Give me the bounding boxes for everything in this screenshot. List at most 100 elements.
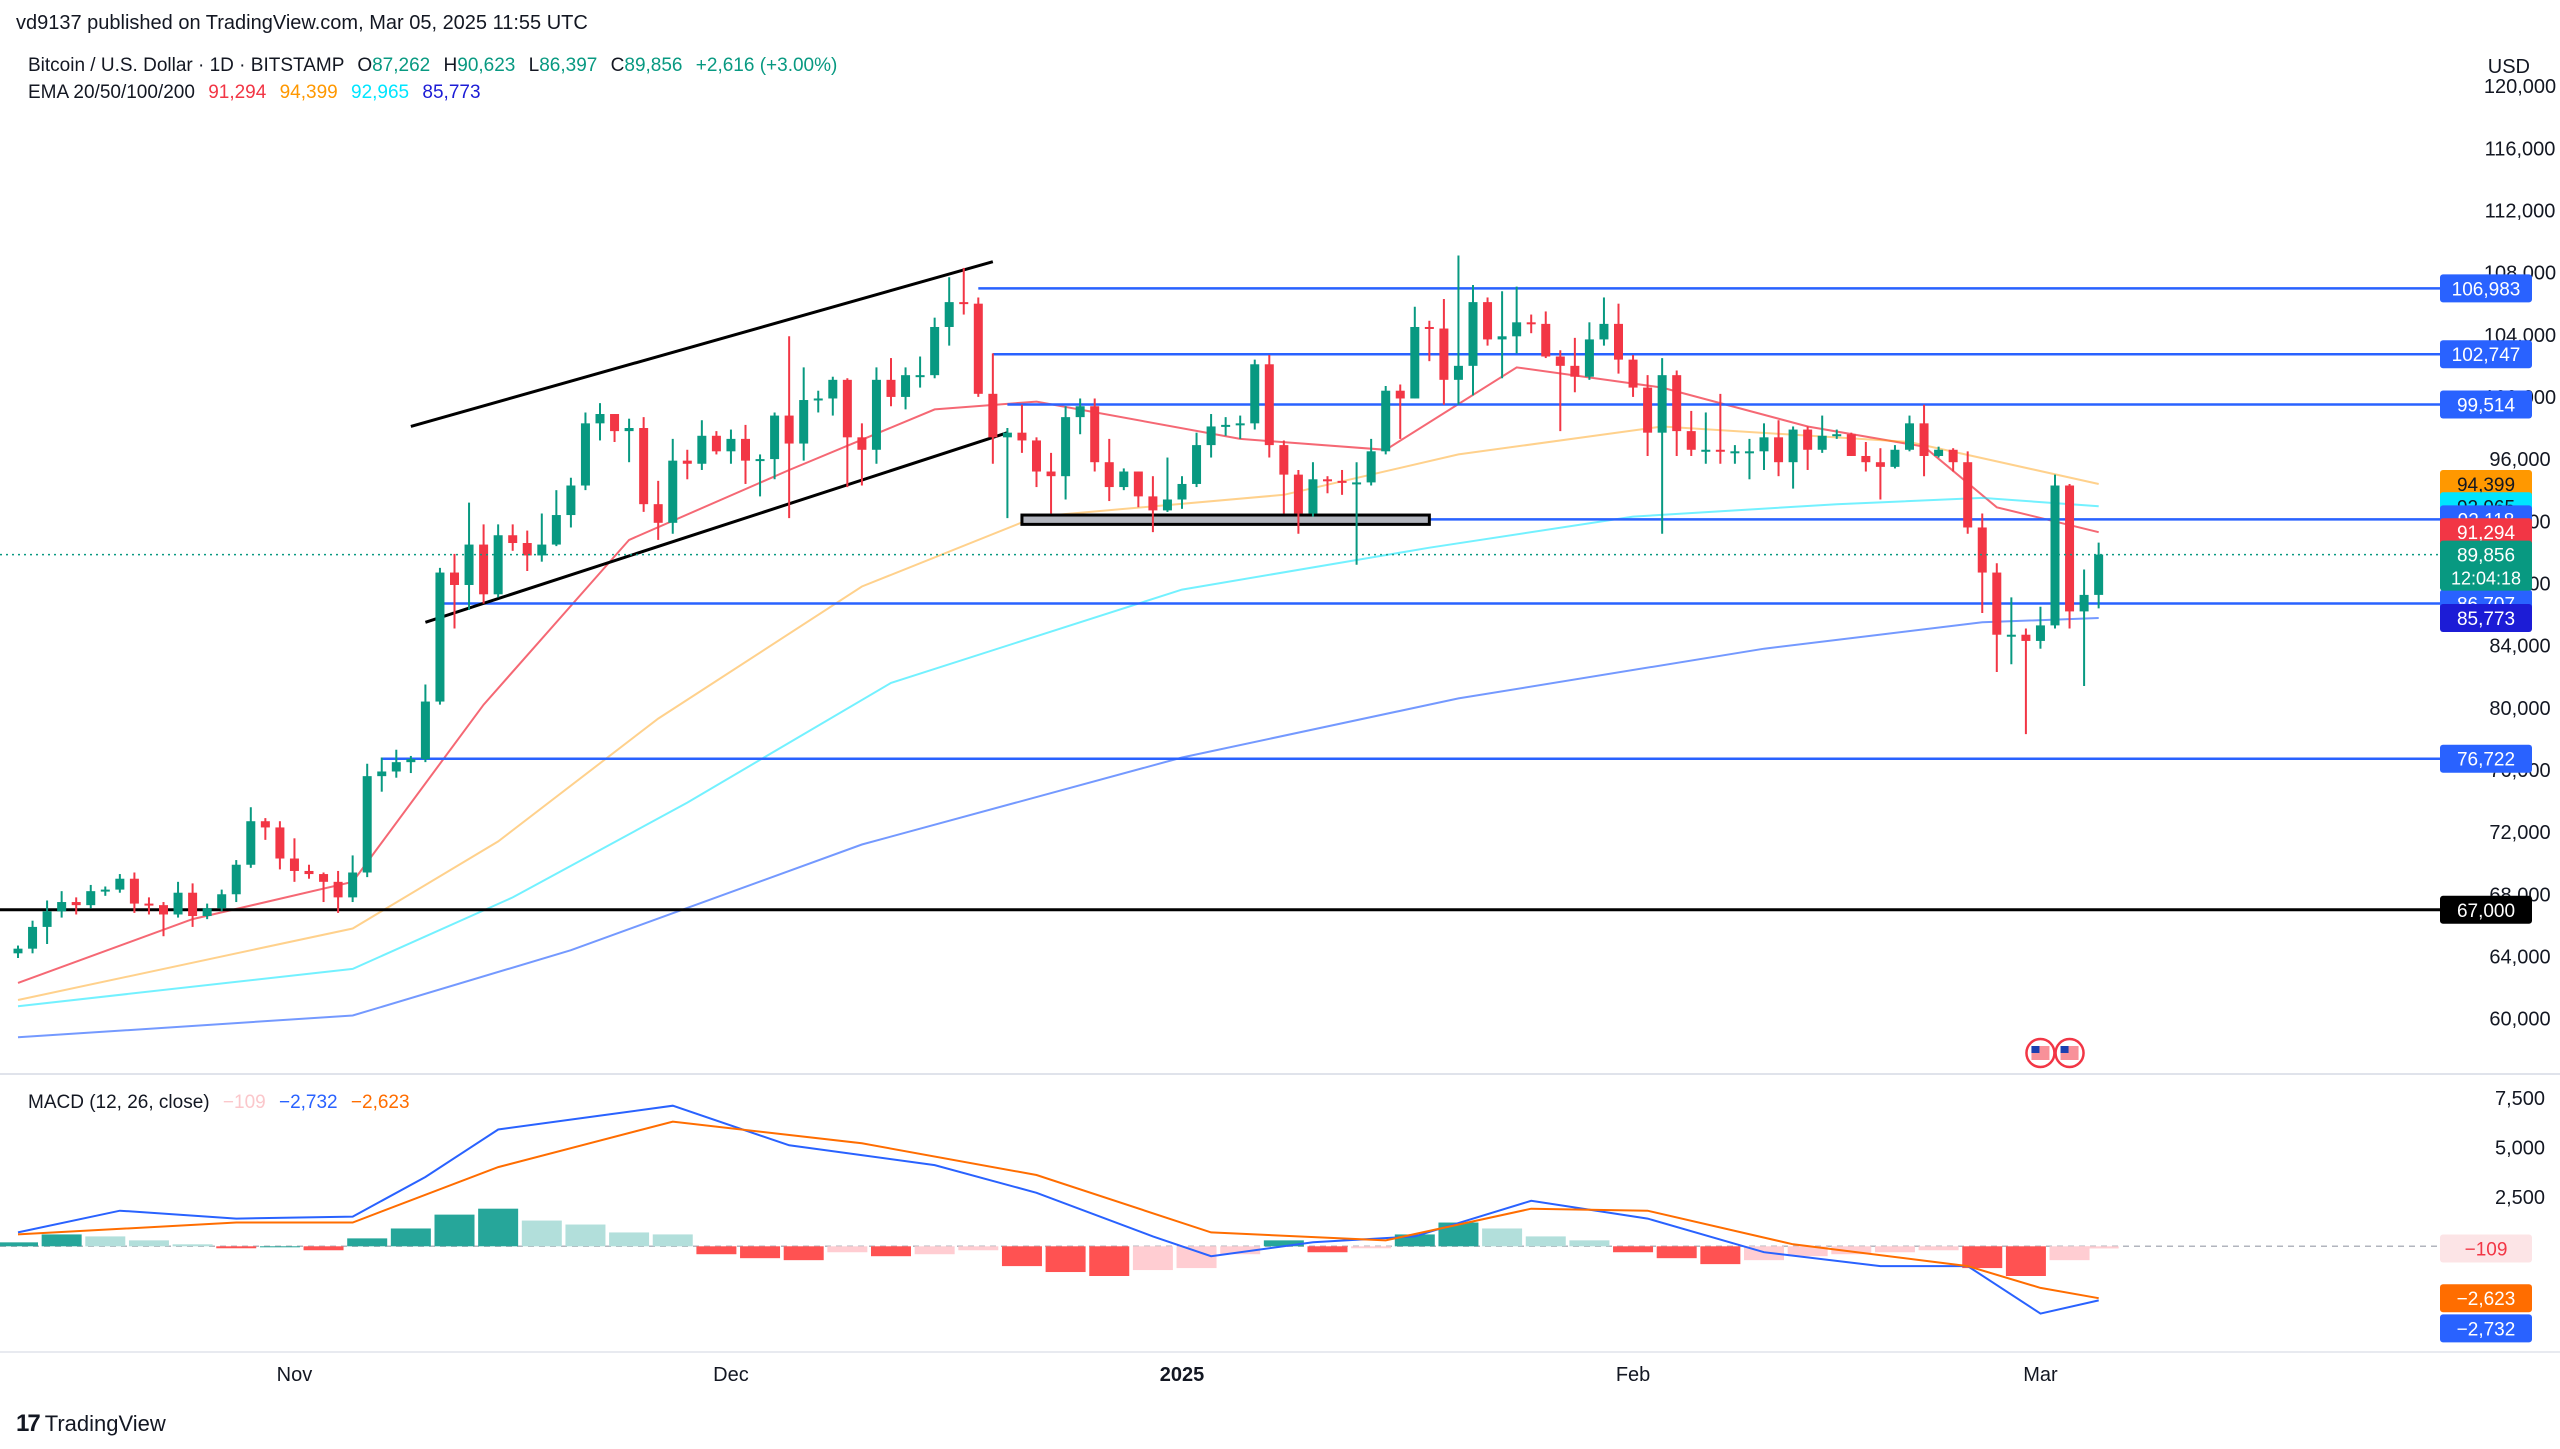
low-label: L — [528, 55, 540, 76]
candle-body — [1948, 449, 1958, 463]
macd-histogram-bar — [1394, 1234, 1435, 1247]
macd-histogram-bar — [1656, 1246, 1697, 1259]
candle-body — [28, 926, 38, 949]
macd-histogram-bar — [1962, 1246, 2003, 1269]
candle-body — [450, 572, 459, 585]
candle-body — [42, 911, 52, 927]
price-level-tag-bg — [2440, 390, 2532, 419]
macd-histogram-bar — [958, 1246, 999, 1251]
symbol-name[interactable]: Bitcoin / U.S. Dollar · 1D · BITSTAMP — [28, 55, 345, 76]
symbol-legend[interactable]: Bitcoin / U.S. Dollar · 1D · BITSTAMP O8… — [28, 55, 837, 77]
candle-body — [2065, 485, 2075, 612]
candle-body — [1133, 471, 1143, 497]
price-tick-label: 120,000 — [2484, 76, 2556, 98]
macd-histogram-bar — [565, 1224, 606, 1247]
candle-body — [275, 827, 285, 859]
time-tick-label: Feb — [1616, 1364, 1650, 1386]
ema-line-ema200 — [17, 617, 2099, 1039]
macd-histogram-bar — [609, 1232, 650, 1247]
candle-body — [1439, 328, 1449, 380]
macd-tag-bg — [2440, 1234, 2532, 1263]
candle-body — [813, 398, 823, 401]
candle-body — [639, 428, 649, 505]
candle-body — [420, 701, 430, 760]
support-zone-box — [1020, 513, 1431, 526]
candle-body — [915, 375, 925, 378]
candle-body — [1977, 527, 1987, 573]
candle-body — [115, 878, 125, 890]
macd-legend[interactable]: MACD (12, 26, close) −109 −2,732 −2,623 — [28, 1092, 410, 1114]
candle-body — [1526, 322, 1536, 325]
price-tick-label: 84,000 — [2489, 636, 2550, 658]
macd-label[interactable]: MACD (12, 26, close) — [28, 1092, 210, 1113]
candle-body — [1424, 326, 1434, 329]
candle-body — [886, 379, 896, 397]
price-level-tag: 94,399 — [2457, 475, 2515, 496]
candle-body — [741, 438, 750, 461]
candle-body — [959, 302, 969, 305]
price-tick-label: 80,000 — [2489, 698, 2550, 720]
candle-body — [1861, 455, 1871, 463]
candle-body — [1453, 365, 1463, 380]
macd-histogram-bar — [1613, 1246, 1654, 1253]
macd-pane: 7,500 5,000 2,500 −109 −2,623 −2,732 — [0, 1073, 2560, 1343]
candle-body — [1992, 572, 2002, 635]
macd-macd-line — [17, 1104, 2099, 1315]
candle-body — [1817, 435, 1827, 450]
macd-line-value: −2,732 — [278, 1092, 338, 1113]
candle-body — [1395, 390, 1405, 399]
candle-body — [1803, 429, 1813, 450]
macd-histogram-bar — [1700, 1246, 1741, 1265]
ema-line-ema100 — [17, 496, 2099, 1008]
macd-histogram-bar — [827, 1246, 868, 1253]
ema-label[interactable]: EMA 20/50/100/200 — [28, 82, 195, 103]
candle-body — [1643, 387, 1653, 433]
candle-body — [711, 435, 721, 452]
high-value: 90,623 — [457, 55, 516, 76]
candle-body — [653, 504, 663, 523]
candle-body — [1584, 339, 1594, 377]
macd-histogram-bar — [1045, 1246, 1086, 1273]
candle-body — [464, 544, 474, 585]
candle-body — [1337, 480, 1347, 483]
ema-legend[interactable]: EMA 20/50/100/200 91,294 94,399 92,965 8… — [28, 82, 481, 104]
candle-body — [1221, 424, 1231, 427]
candle-body — [1497, 336, 1507, 340]
candle-body — [595, 414, 605, 424]
macd-histogram-bar — [1918, 1246, 1959, 1251]
macd-histogram-bar — [1525, 1236, 1566, 1247]
candle-body — [1512, 322, 1522, 337]
candle-body — [1192, 445, 1202, 484]
candle-body — [246, 821, 256, 865]
close-value: 89,856 — [624, 55, 683, 76]
open-value: 87,262 — [372, 55, 431, 76]
candle-body — [1541, 323, 1551, 357]
macd-histogram-bar — [1831, 1246, 1872, 1255]
macd-histogram-bar — [871, 1246, 911, 1257]
macd-tag-bg — [2440, 1284, 2532, 1313]
candle-body — [129, 878, 139, 904]
macd-histogram-bar — [128, 1240, 169, 1247]
price-tick-label: 64,000 — [2489, 946, 2550, 968]
tradingview-brand[interactable]: 17 TradingView — [16, 1410, 166, 1438]
currency-label[interactable]: USD — [2487, 56, 2530, 78]
candle-body — [231, 864, 241, 895]
price-tick-label: 96,000 — [2489, 449, 2550, 471]
candle-body — [1046, 471, 1056, 477]
candle-body — [260, 821, 270, 828]
macd-histogram-bar — [1438, 1222, 1479, 1247]
candle-body — [1715, 449, 1725, 452]
candle-body — [1002, 432, 1012, 438]
last-price-tag: 89,856 — [2457, 546, 2515, 567]
candle-body — [1730, 451, 1740, 454]
trend-channel — [410, 260, 1431, 624]
candle-body — [828, 379, 838, 399]
candle-body — [319, 874, 329, 882]
candle-body — [1148, 496, 1158, 511]
candle-body — [1832, 434, 1842, 437]
candle-body — [493, 535, 503, 595]
macd-signal-line — [17, 1120, 2099, 1300]
macd-histogram-bar — [2005, 1246, 2046, 1276]
open-label: O — [357, 55, 373, 76]
